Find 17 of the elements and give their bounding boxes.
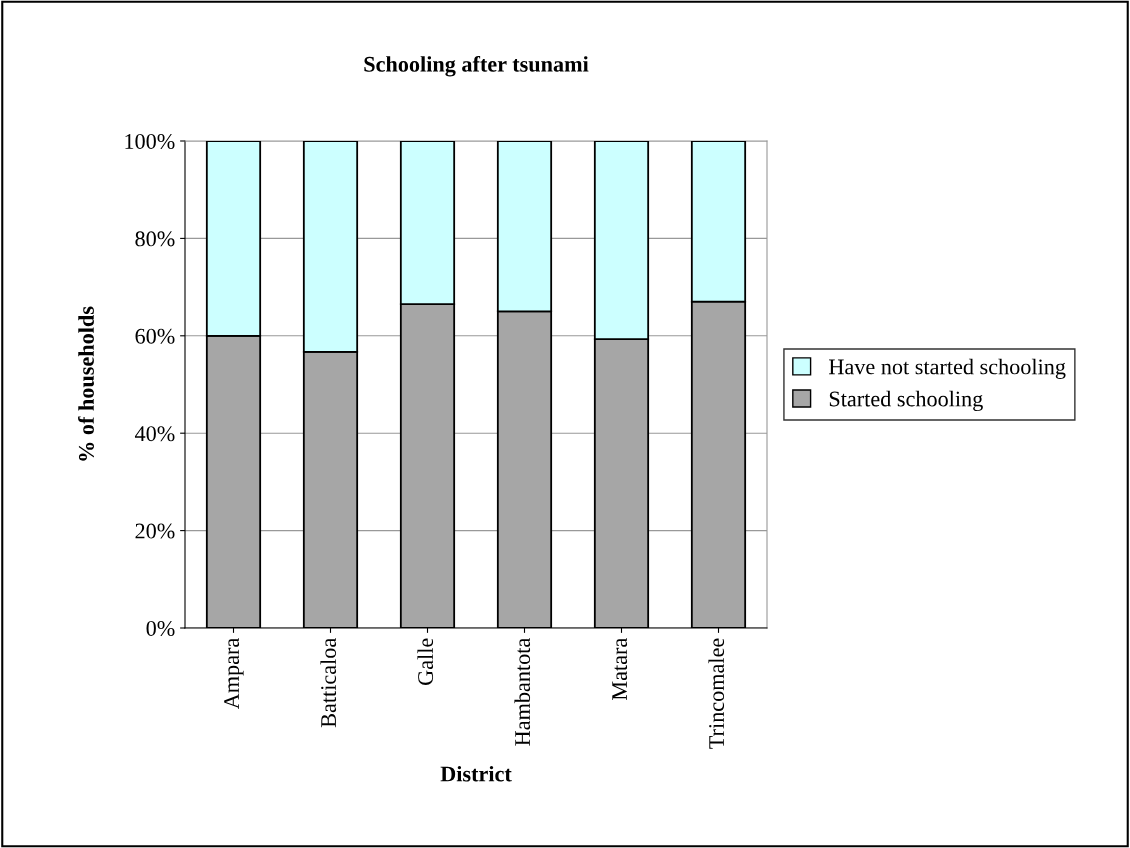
x-tick-label: Trincomalee [708,638,725,749]
y-axis-title: % of households [78,306,94,461]
y-tick-label: 60% [135,328,175,344]
y-tick-label: 40% [134,426,175,442]
x-tick-label: Batticaloa [320,638,337,728]
y-tick-label: 20% [135,523,175,539]
legend-label: Started schooling [829,390,983,412]
chart-title: Schooling after tsunami [364,55,589,77]
x-axis-title: District [440,765,512,782]
y-tick-label: 80% [135,231,175,247]
x-tick-label: Hambantota [514,638,531,746]
legend-label: Have not started schooling [829,358,1066,379]
x-tick-label: Matara [612,638,628,701]
x-tick-label: Galle [417,638,434,685]
y-tick-label: 100% [125,133,175,149]
y-tick-label: 0% [146,620,175,636]
x-tick-label: Ampara [224,638,244,710]
